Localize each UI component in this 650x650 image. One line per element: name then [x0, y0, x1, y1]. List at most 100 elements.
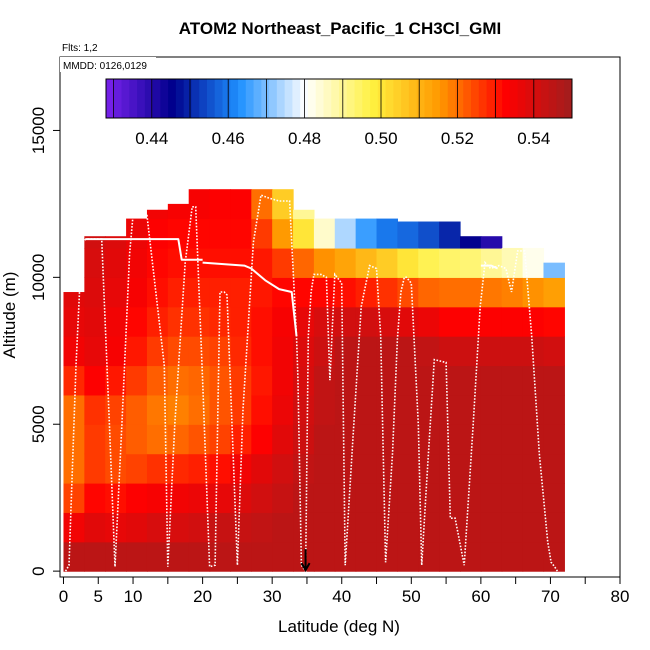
- curtain-cell: [501, 394, 524, 425]
- curtain-cell: [313, 453, 336, 484]
- curtain-cell: [272, 512, 294, 543]
- x-tick-label: 30: [263, 587, 282, 606]
- curtain-cell: [251, 218, 273, 249]
- curtain-cell: [188, 189, 211, 220]
- curtain-cell: [188, 247, 211, 278]
- colorbar-swatch: [292, 79, 301, 118]
- curtain-cell: [418, 336, 440, 367]
- curtain-cell: [293, 218, 315, 249]
- curtain-cell: [334, 394, 357, 425]
- curtain-cell: [334, 453, 357, 484]
- curtain-cell: [63, 453, 85, 484]
- colorbar-swatch: [121, 79, 130, 118]
- curtain-cell: [188, 424, 211, 455]
- curtain-cell: [105, 365, 127, 396]
- curtain-cell: [126, 218, 148, 249]
- curtain-cell: [105, 394, 127, 425]
- curtain-cell: [543, 512, 565, 543]
- curtain-cell: [501, 541, 524, 572]
- curtain-cell: [84, 424, 106, 455]
- colorbar-swatch: [416, 79, 425, 118]
- curtain-cell: [167, 365, 190, 396]
- curtain-cell: [251, 394, 273, 425]
- curtain-cell: [251, 336, 273, 367]
- curtain-cell: [418, 365, 440, 396]
- curtain-cell: [84, 336, 106, 367]
- curtain-cell: [501, 277, 524, 308]
- curtain-cell: [522, 365, 545, 396]
- curtain-cell: [501, 336, 524, 367]
- curtain-cell: [522, 541, 545, 572]
- curtain-cell: [501, 482, 524, 513]
- colorbar-swatch: [175, 79, 185, 118]
- curtain-cell: [293, 306, 315, 337]
- colorbar-swatch: [401, 79, 410, 118]
- curtain-cell: [460, 541, 482, 572]
- curtain-cell: [355, 541, 378, 572]
- curtain-cell: [293, 424, 315, 455]
- curtain-cell: [501, 512, 524, 543]
- colorbar-swatch: [362, 79, 371, 118]
- curtain-cell: [84, 453, 106, 484]
- curtain-cell: [293, 277, 315, 308]
- curtain-cell: [334, 306, 357, 337]
- x-axis: 0 5 10 20 30 40 50 60 70 80: [59, 577, 629, 606]
- curtain-cell: [272, 306, 294, 337]
- curtain-cell: [293, 365, 315, 396]
- curtain-cell: [63, 336, 85, 367]
- curtain-cell: [418, 394, 440, 425]
- curtain-cell: [355, 277, 378, 308]
- curtain-cell: [460, 336, 482, 367]
- colorbar-swatch: [261, 79, 270, 118]
- colorbar-swatch: [432, 79, 441, 118]
- curtain-cell: [355, 336, 378, 367]
- annotation-box: [60, 57, 156, 72]
- curtain-cell: [522, 424, 545, 455]
- colorbar-swatch: [245, 79, 255, 118]
- curtain-cell: [105, 424, 127, 455]
- curtain-cell: [146, 209, 169, 220]
- curtain-cell: [105, 336, 127, 367]
- curtain-cell: [146, 247, 169, 278]
- curtain-cell: [251, 365, 273, 396]
- curtain-cell: [126, 336, 148, 367]
- curtain-cell: [84, 482, 106, 513]
- curtain-cell: [376, 482, 398, 513]
- curtain-cell: [84, 247, 106, 278]
- x-axis-label: Latitude (deg N): [278, 617, 400, 636]
- curtain-cell: [84, 306, 106, 337]
- colorbar-tick-label: 0.54: [517, 129, 550, 148]
- colorbar-swatch: [385, 79, 394, 118]
- colorbar-swatch: [129, 79, 138, 118]
- curtain-cell: [334, 218, 357, 249]
- curtain-cell: [272, 424, 294, 455]
- curtain-cell: [230, 512, 252, 543]
- curtain-cell: [293, 247, 315, 278]
- colorbar-swatch: [222, 79, 231, 118]
- colorbar-swatch: [315, 79, 324, 118]
- colorbar-swatch: [447, 79, 456, 118]
- curtain-cell: [355, 394, 378, 425]
- colorbar-tick-label: 0.46: [212, 129, 245, 148]
- x-tick-label: 50: [402, 587, 421, 606]
- curtain-cell: [543, 277, 565, 308]
- curtain-cell: [355, 424, 378, 455]
- curtain-cell: [84, 541, 106, 572]
- curtain-cell: [105, 453, 127, 484]
- curtain-cell: [397, 365, 419, 396]
- curtain-cell: [460, 512, 482, 543]
- latitude-marker: [300, 549, 311, 573]
- curtain-cell: [522, 336, 545, 367]
- curtain-cell: [230, 218, 252, 249]
- curtain-cell: [209, 218, 232, 249]
- colorbar-swatch: [168, 79, 177, 118]
- curtain-cell: [522, 482, 545, 513]
- curtain-cell: [167, 424, 190, 455]
- curtain-cell: [313, 424, 336, 455]
- curtain-cell: [480, 306, 503, 337]
- curtain-cell: [84, 394, 106, 425]
- curtain-cell: [439, 512, 461, 543]
- colorbar-swatch: [463, 79, 472, 118]
- curtain-cell: [84, 236, 106, 249]
- curtain-cell: [439, 541, 461, 572]
